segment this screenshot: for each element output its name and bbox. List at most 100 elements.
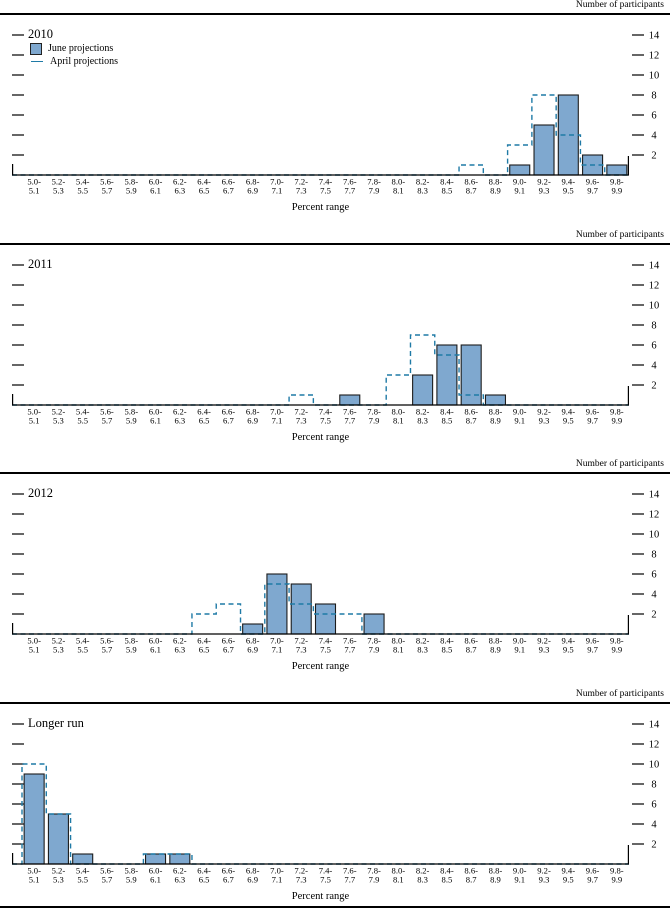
right-y-tick-label: 8 (651, 780, 656, 791)
x-tick-label: 8.0-8.1 (392, 177, 406, 196)
june-bar (436, 344, 458, 406)
x-tick-label: 7.2-7.3 (294, 636, 308, 655)
x-tick-label: 6.2-6.3 (173, 177, 187, 196)
x-tick-label: 5.2-5.3 (52, 177, 66, 196)
x-tick-label: 5.4-5.5 (76, 636, 90, 655)
panel-divider-rule (0, 13, 670, 15)
x-tick-label: 9.8-9.9 (610, 866, 624, 885)
x-tick-label: 8.2-8.3 (416, 407, 430, 426)
panel-divider-rule (0, 702, 670, 704)
x-tick-label: 5.0-5.1 (27, 407, 41, 426)
right-y-tick-label: 12 (649, 281, 660, 292)
x-tick-label: 7.4-7.5 (319, 177, 333, 196)
x-tick-label: 8.6-8.7 (464, 407, 478, 426)
x-tick-label: 9.6-9.7 (586, 407, 600, 426)
x-tick-label: 7.6-7.7 (343, 177, 357, 196)
x-tick-label: 6.4-6.5 (197, 177, 211, 196)
x-tick-label: 9.2-9.3 (537, 177, 551, 196)
x-tick-label: 5.2-5.3 (52, 407, 66, 426)
x-tick-label: 9.0-9.1 (513, 866, 527, 885)
x-tick-label: 5.4-5.5 (76, 866, 90, 885)
x-tick-label: 7.2-7.3 (294, 177, 308, 196)
x-tick-label: 5.8-5.9 (124, 866, 138, 885)
june-bar (144, 853, 167, 865)
x-tick-label: 9.2-9.3 (537, 866, 551, 885)
x-axis-title: Percent range (291, 432, 350, 443)
june-bar (266, 573, 288, 635)
right-y-tick-label: 4 (651, 590, 657, 601)
june-bar (290, 583, 312, 635)
legend-item-april: April projections (30, 55, 118, 68)
x-tick-label: 8.2-8.3 (416, 866, 430, 885)
june-bar (533, 124, 555, 176)
x-tick-label: 9.2-9.3 (537, 636, 551, 655)
x-tick-label: 9.0-9.1 (513, 407, 527, 426)
x-axis-title: Percent range (291, 891, 350, 902)
panel-divider-rule (0, 243, 670, 245)
x-tick-label: 7.0-7.1 (270, 866, 284, 885)
x-tick-label: 5.0-5.1 (27, 636, 41, 655)
june-bar (23, 773, 45, 865)
right-y-tick-label: 4 (651, 131, 657, 142)
panel-2012: Number of participants 2 4 6 8 10 12 14 5.0-5.1… (0, 459, 670, 689)
june-bar (606, 164, 628, 176)
x-tick-label: 5.6-5.7 (100, 866, 114, 885)
x-tick-label: 6.4-6.5 (197, 636, 211, 655)
x-tick-label: 6.6-6.7 (222, 636, 236, 655)
right-y-tick-label: 6 (651, 341, 656, 352)
x-tick-label: 6.8-6.9 (246, 866, 260, 885)
right-y-tick-label: 2 (651, 381, 656, 392)
x-tick-label: 9.6-9.7 (586, 177, 600, 196)
x-tick-label: 6.2-6.3 (173, 407, 187, 426)
x-tick-label: 9.4-9.5 (561, 407, 575, 426)
x-tick-label: 8.8-8.9 (489, 407, 503, 426)
x-tick-label: 6.2-6.3 (173, 636, 187, 655)
right-y-tick-label: 2 (651, 840, 656, 851)
x-tick-label: 6.8-6.9 (246, 636, 260, 655)
x-tick-label: 9.2-9.3 (537, 407, 551, 426)
x-tick-label: 6.0-6.1 (149, 866, 163, 885)
x-tick-label: 6.4-6.5 (197, 866, 211, 885)
x-tick-label: 5.8-5.9 (124, 177, 138, 196)
x-tick-label: 9.8-9.9 (610, 177, 624, 196)
x-tick-label: 5.4-5.5 (76, 177, 90, 196)
right-y-tick-label: 8 (651, 550, 656, 561)
x-tick-label: 7.0-7.1 (270, 177, 284, 196)
x-tick-label: 5.8-5.9 (124, 636, 138, 655)
x-tick-label: 7.0-7.1 (270, 636, 284, 655)
x-tick-label: 9.0-9.1 (513, 177, 527, 196)
x-tick-label: 7.8-7.9 (367, 407, 381, 426)
right-y-tick-label: 6 (651, 570, 656, 581)
x-tick-label: 8.8-8.9 (489, 866, 503, 885)
x-tick-label: 9.4-9.5 (561, 177, 575, 196)
x-tick-label: 9.8-9.9 (610, 407, 624, 426)
june-bar (169, 853, 191, 865)
x-tick-label: 6.6-6.7 (222, 177, 236, 196)
x-tick-label: 8.6-8.7 (464, 636, 478, 655)
x-tick-label: 6.0-6.1 (149, 407, 163, 426)
x-tick-label: 8.6-8.7 (464, 177, 478, 196)
right-y-tick-label: 6 (651, 800, 656, 811)
x-tick-label: 8.4-8.5 (440, 866, 454, 885)
right-y-tick-label: 14 (649, 31, 660, 42)
right-y-tick-label: 10 (649, 760, 660, 771)
x-tick-label: 6.0-6.1 (149, 636, 163, 655)
x-tick-label: 9.6-9.7 (586, 636, 600, 655)
x-tick-label: 6.8-6.9 (246, 177, 260, 196)
x-tick-label: 6.6-6.7 (222, 866, 236, 885)
x-tick-label: 8.4-8.5 (440, 177, 454, 196)
legend-label-april: April projections (50, 56, 119, 67)
june-bar (460, 344, 482, 406)
x-tick-label: 6.4-6.5 (197, 407, 211, 426)
x-tick-label: 7.6-7.7 (343, 407, 357, 426)
x-tick-label: 7.8-7.9 (367, 636, 381, 655)
x-tick-label: 6.0-6.1 (149, 177, 163, 196)
june-bar (72, 853, 94, 865)
x-axis-title: Percent range (291, 202, 350, 213)
x-tick-label: 5.2-5.3 (52, 866, 66, 885)
x-tick-label: 7.4-7.5 (319, 636, 333, 655)
x-tick-label: 8.8-8.9 (489, 636, 503, 655)
x-tick-label: 7.0-7.1 (270, 407, 284, 426)
x-tick-label: 5.4-5.5 (76, 407, 90, 426)
